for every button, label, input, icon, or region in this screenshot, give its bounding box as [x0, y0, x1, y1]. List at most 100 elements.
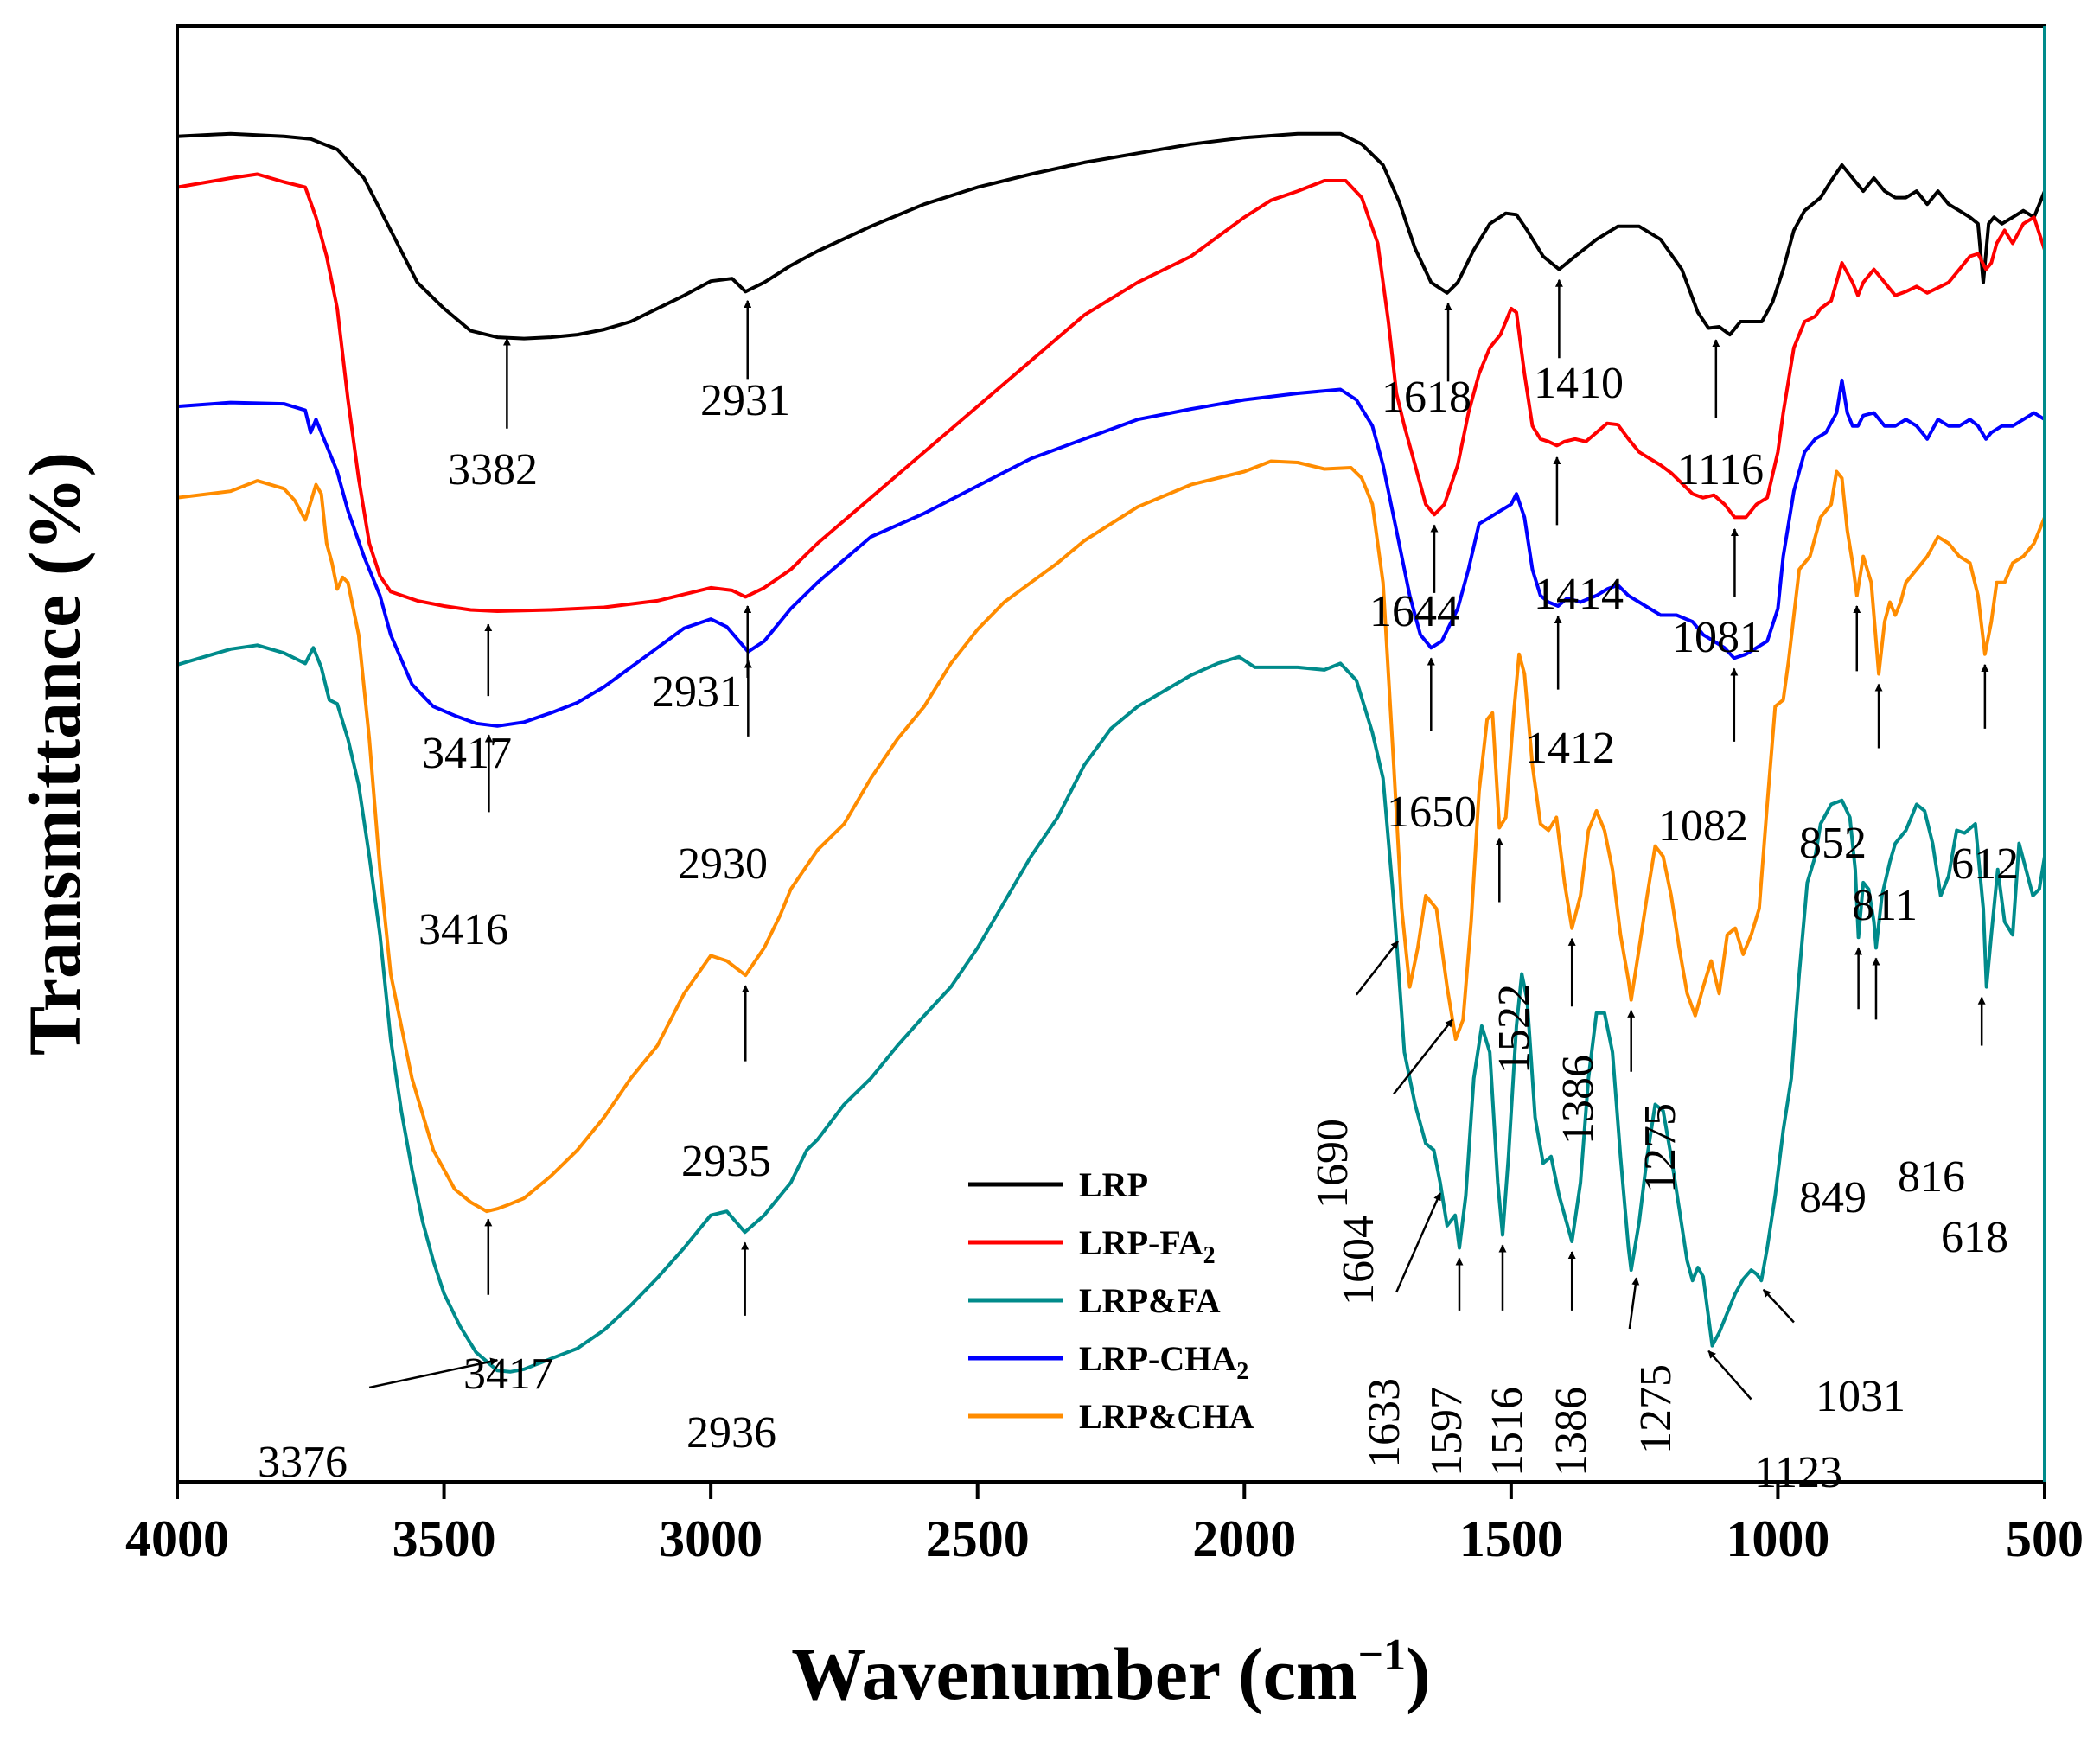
peak-annotation-lrp-and-fa-1516: 1516 [1483, 1244, 1532, 1477]
peak-annotation-lrp-and-cha-2935: 2935 [681, 985, 771, 1186]
peak-annotation-lrp-and-cha-1522: 1522 [1490, 837, 1539, 1074]
peak-annotation-lrp-fa2-3417: 3417 [422, 623, 512, 778]
peak-annotation-lrp-and-fa-849: 849 [1799, 947, 1867, 1222]
peak-annotation-lrp-and-cha-1604: 1604 [1334, 1018, 1453, 1305]
peak-label: 1650 [1387, 788, 1477, 837]
peak-label: 612 [1951, 839, 2019, 889]
peak-annotation-lrp-and-fa-3376: 3376 [258, 1357, 499, 1487]
annotation-layer: 3382 2931 1618 1410 1116 3417 2931 1644 1414 1081… [258, 278, 2019, 1497]
peak-label: 1516 [1483, 1387, 1532, 1477]
peak-arrow [1393, 1018, 1453, 1095]
peak-arrow [1395, 1192, 1441, 1293]
series-line-lrp-cha2 [176, 378, 2046, 728]
legend: LRP LRP-FA2 LRP&FA LRP-CHA2 LRP&CHA [968, 1165, 1254, 1436]
peak-label: 2935 [681, 1137, 771, 1186]
peak-label: 1082 [1658, 801, 1748, 851]
legend-label: LRP-CHA2 [1079, 1339, 1248, 1385]
peak-annotation-lrp-and-fa-2936: 2936 [686, 1241, 776, 1458]
x-tick-label-2500: 2500 [926, 1510, 1030, 1567]
peak-annotation-lrp-and-cha-1275: 1275 [1627, 1009, 1685, 1193]
series-line-lrp-and-cha [176, 459, 2046, 1214]
peak-label: 849 [1799, 1173, 1867, 1222]
x-tick-label-3000: 3000 [659, 1510, 763, 1567]
x-axis-title: Wavenumber (cm−1) [791, 1630, 1431, 1715]
legend-label: LRP&CHA [1079, 1397, 1254, 1436]
x-tick-label-4000: 4000 [125, 1510, 229, 1567]
x-axis-title-end: ) [1406, 1632, 1431, 1715]
peak-label: 1275 [1636, 1103, 1685, 1193]
peak-label: 2931 [652, 667, 742, 717]
peak-label: 811 [1852, 881, 1918, 930]
legend-label: LRP [1079, 1165, 1148, 1204]
peak-annotation-lrp-fa2-1414: 1414 [1534, 456, 1624, 619]
peak-annotation-lrp-fa2-1644: 1644 [1369, 524, 1459, 636]
peak-label: 3417 [422, 729, 512, 778]
peak-annotation-lrp-and-fa-1031: 1031 [1762, 1288, 1905, 1421]
peak-annotation-lrp-and-fa-816: 816 [1872, 957, 1965, 1202]
peak-annotation-lrp-2931: 2931 [700, 299, 790, 425]
peak-annotation-lrp-fa2-2931: 2931 [652, 605, 752, 717]
peak-annotation-lrp-and-fa-1633: 1633 [1360, 1192, 1441, 1468]
series-line-lrp-and-fa [176, 643, 2046, 1374]
peak-label: 1597 [1422, 1387, 1471, 1477]
peak-annotation-lrp-cha2-3416: 3416 [418, 734, 508, 954]
x-axis-ticks: 4000 3500 3000 2500 2000 1500 1000 500 [125, 1482, 2084, 1567]
peak-label: 1644 [1369, 587, 1459, 636]
peak-label: 2931 [700, 376, 790, 425]
legend-item-lrp: LRP [968, 1165, 1148, 1204]
x-tick-label-3500: 3500 [393, 1510, 496, 1567]
peak-arrow [1355, 941, 1400, 996]
series-line-lrp-fa2 [176, 172, 2046, 613]
peak-label: 1123 [1754, 1448, 1842, 1497]
peak-annotation-lrp-cha2-1082: 1082 [1658, 667, 1748, 851]
peak-label: 1275 [1631, 1364, 1681, 1454]
peak-annotation-lrp-cha2-2930: 2930 [678, 660, 768, 889]
legend-label: LRP&FA [1079, 1281, 1221, 1320]
peak-arrow [1762, 1288, 1795, 1324]
peak-annotation-lrp-cha2-1650: 1650 [1387, 657, 1477, 837]
peak-annotation-lrp-and-cha-612: 612 [1951, 663, 2019, 889]
x-tick-label-1000: 1000 [1726, 1510, 1829, 1567]
peak-annotation-lrp-and-fa-1386: 1386 [1547, 1251, 1596, 1477]
peak-annotation-lrp-and-cha-3417: 3417 [463, 1218, 553, 1399]
peak-label: 3376 [258, 1438, 348, 1487]
peak-annotation-lrp-and-fa-618: 618 [1941, 996, 2008, 1262]
peak-annotation-lrp-and-cha-852: 852 [1799, 605, 1867, 868]
peak-label: 1386 [1547, 1387, 1596, 1477]
peak-label: 2930 [678, 839, 768, 889]
peak-label: 1116 [1677, 445, 1764, 495]
legend-item-lrp-fa2: LRP-FA2 [968, 1223, 1216, 1269]
peak-label: 1386 [1554, 1055, 1603, 1145]
peak-label: 1618 [1382, 373, 1471, 422]
peak-label: 1031 [1816, 1372, 1905, 1421]
x-tick-label-500: 500 [2006, 1510, 2084, 1567]
peak-annotation-lrp-and-fa-1123: 1123 [1707, 1350, 1842, 1497]
x-axis-title-main: Wavenumber (cm [791, 1632, 1357, 1715]
legend-label: LRP-FA2 [1079, 1223, 1216, 1269]
peak-label: 1604 [1334, 1216, 1383, 1305]
peak-label: 3416 [418, 905, 508, 954]
x-tick-label-1500: 1500 [1459, 1510, 1563, 1567]
peak-arrow [1628, 1277, 1640, 1330]
peak-arrow [368, 1357, 499, 1389]
peak-label: 3417 [463, 1350, 553, 1399]
legend-item-lrp-and-cha: LRP&CHA [968, 1397, 1254, 1436]
y-axis-title: Transmittance (%) [13, 452, 96, 1056]
series-layer [176, 131, 2046, 1374]
series-line-lrp [176, 131, 2046, 341]
peak-annotation-lrp-fa2-1081: 1081 [1672, 528, 1762, 662]
x-axis-title-superscript: −1 [1358, 1630, 1407, 1680]
peak-label: 1412 [1525, 724, 1615, 773]
peak-annotation-lrp-and-fa-1597: 1597 [1422, 1257, 1471, 1477]
peak-label: 1633 [1360, 1378, 1409, 1468]
peak-annotation-lrp-1116: 1116 [1677, 339, 1764, 495]
peak-label: 1414 [1534, 570, 1624, 619]
peak-annotation-lrp-3382: 3382 [448, 337, 538, 495]
peak-label: 1081 [1672, 613, 1762, 662]
peak-annotation-lrp-1618: 1618 [1382, 302, 1471, 422]
legend-item-lrp-and-fa: LRP&FA [968, 1281, 1221, 1320]
peak-annotation-lrp-and-cha-1386: 1386 [1554, 937, 1603, 1145]
peak-annotation-lrp-cha2-1412: 1412 [1525, 616, 1615, 773]
peak-annotation-lrp-and-cha-1690: 1690 [1308, 941, 1400, 1209]
